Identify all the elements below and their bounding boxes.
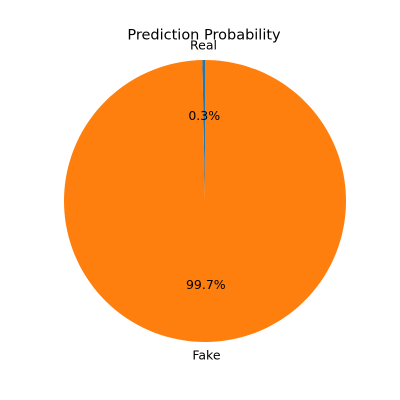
pie-percent-real: 0.3% bbox=[188, 108, 220, 123]
pie-label-real: Real bbox=[190, 37, 217, 52]
pie-slice-fake bbox=[64, 60, 346, 342]
pie-slices bbox=[64, 60, 346, 342]
pie-percent-fake: 99.7% bbox=[186, 277, 226, 292]
pie-label-fake: Fake bbox=[192, 348, 220, 363]
